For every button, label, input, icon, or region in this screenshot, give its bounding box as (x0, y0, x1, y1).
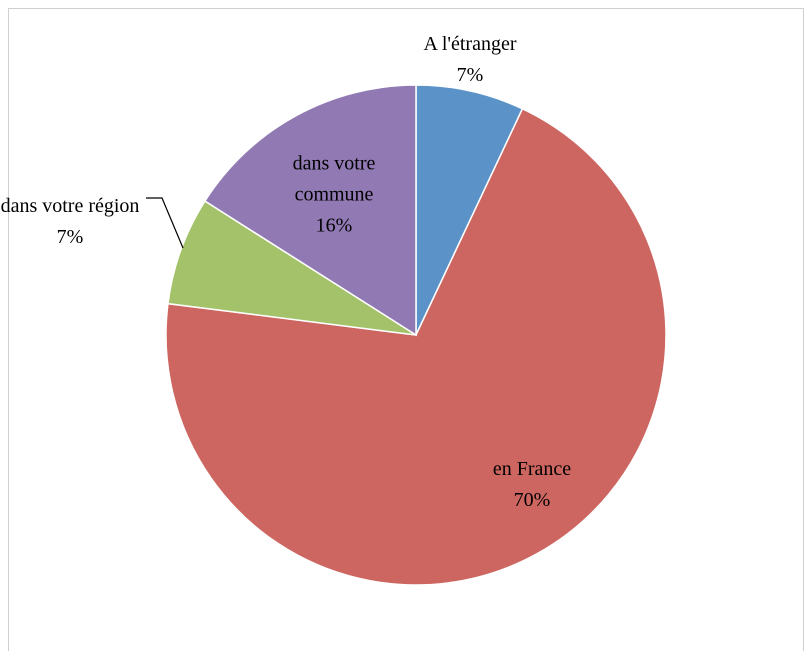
slice-value: 7% (56, 226, 84, 248)
slice-label: en France 70% (432, 454, 632, 516)
slice-label: A l'étranger 7% (370, 29, 570, 91)
slice-category: en France (492, 458, 572, 480)
slice-label: dans votre région 7% (0, 191, 140, 253)
slice-category: dans votre commune (292, 152, 376, 206)
slice-value: 70% (513, 489, 551, 511)
slice-value: 7% (456, 64, 484, 86)
slice-label: dans votre commune 16% (269, 149, 399, 242)
pie-slice (203, 84, 417, 337)
chart-frame (8, 8, 804, 651)
pie-slice (415, 84, 524, 336)
slice-category: A l'étranger (423, 33, 517, 55)
leader-line (146, 197, 184, 249)
pie-slice (165, 107, 667, 586)
pie-slice (167, 200, 417, 336)
slice-category: dans votre région (0, 195, 140, 217)
slice-value: 16% (315, 214, 353, 237)
